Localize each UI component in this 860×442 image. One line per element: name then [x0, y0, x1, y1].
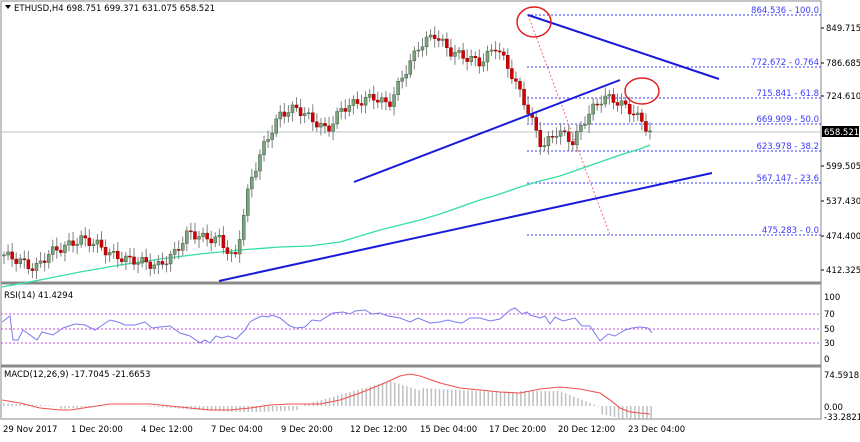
inner-rising-trendline	[353, 79, 621, 183]
chart-header: ETHUSD,H4 698.751 699.371 631.075 658.52…	[5, 4, 215, 14]
macd-panel[interactable]: MACD(12,26,9) -17.7045 -21.6653	[1, 370, 652, 420]
current-price-tag	[822, 126, 859, 137]
svg-text:15 Dec 04:00: 15 Dec 04:00	[420, 425, 477, 435]
price-axis: 849.715 786.685 724.610 599.505 537.430 …	[821, 24, 860, 276]
macd-axis: 74.5918 0.00 -33.2821	[824, 371, 860, 423]
fib-label-618: 715.841 - 61.8	[756, 89, 819, 99]
candlesticks	[2, 26, 652, 279]
svg-text:7 Dec 04:00: 7 Dec 04:00	[211, 425, 263, 435]
trendlines[interactable]	[218, 14, 720, 282]
svg-text:786.685: 786.685	[826, 59, 860, 69]
fib-label-0764: 772.672 - 0.764	[751, 58, 819, 68]
svg-text:29 Nov 2017: 29 Nov 2017	[3, 425, 57, 435]
svg-text:9 Dec 20:00: 9 Dec 20:00	[281, 425, 333, 435]
lower-high-circle	[624, 77, 660, 105]
svg-text:70: 70	[824, 310, 835, 320]
fib-label-382: 623.978 - 38.2	[756, 142, 819, 152]
rising-support-trendline	[218, 172, 713, 282]
svg-text:50: 50	[824, 325, 835, 335]
rsi-panel[interactable]: RSI(14) 41.4294	[1, 291, 821, 344]
svg-text:74.5918: 74.5918	[824, 371, 859, 381]
descending-resistance-trendline	[527, 14, 720, 80]
svg-text:1 Dec 20:00: 1 Dec 20:00	[71, 425, 123, 435]
macd-signal-line	[1, 373, 651, 415]
fibonacci-labels: 864.536 - 100.0 772.672 - 0.764 715.841 …	[751, 6, 819, 236]
svg-text:100: 100	[824, 293, 840, 303]
symbol-ohlc-label: ETHUSD,H4 698.751 699.371 631.075 658.52…	[14, 4, 215, 14]
svg-text:849.715: 849.715	[826, 24, 860, 34]
time-axis: 29 Nov 2017 1 Dec 20:00 4 Dec 12:00 7 De…	[3, 425, 685, 435]
svg-text:537.430: 537.430	[826, 197, 860, 207]
rsi-line	[1, 307, 653, 344]
fibonacci-levels[interactable]	[527, 14, 821, 236]
svg-text:12 Dec 12:00: 12 Dec 12:00	[350, 425, 407, 435]
rsi-axis: 100 70 50 30 0	[824, 293, 840, 365]
svg-text:412.325: 412.325	[826, 266, 860, 276]
svg-text:0.00: 0.00	[824, 403, 843, 413]
svg-text:599.505: 599.505	[826, 162, 860, 172]
current-price-label: 658.521	[824, 128, 859, 138]
swing-high-circle	[516, 6, 552, 38]
svg-text:0: 0	[824, 355, 829, 365]
svg-text:30: 30	[824, 339, 835, 349]
macd-title: MACD(12,26,9) -17.7045 -21.6653	[4, 370, 150, 380]
collapse-triangle-icon[interactable]	[5, 5, 11, 9]
svg-text:724.610: 724.610	[826, 92, 860, 102]
rsi-title: RSI(14) 41.4294	[4, 291, 73, 301]
svg-text:474.400: 474.400	[826, 232, 860, 242]
svg-text:4 Dec 12:00: 4 Dec 12:00	[141, 425, 193, 435]
fib-label-50: 669.909 - 50.0	[756, 115, 819, 125]
svg-text:17 Dec 20:00: 17 Dec 20:00	[489, 425, 546, 435]
svg-text:20 Dec 12:00: 20 Dec 12:00	[558, 425, 615, 435]
fib-label-236: 567.147 - 23.6	[756, 174, 819, 184]
fib-label-0: 475.283 - 0.0	[762, 226, 819, 236]
fib-label-100: 864.536 - 100.0	[751, 6, 819, 16]
svg-text:-33.2821: -33.2821	[824, 413, 860, 423]
svg-text:23 Dec 04:00: 23 Dec 04:00	[628, 425, 685, 435]
